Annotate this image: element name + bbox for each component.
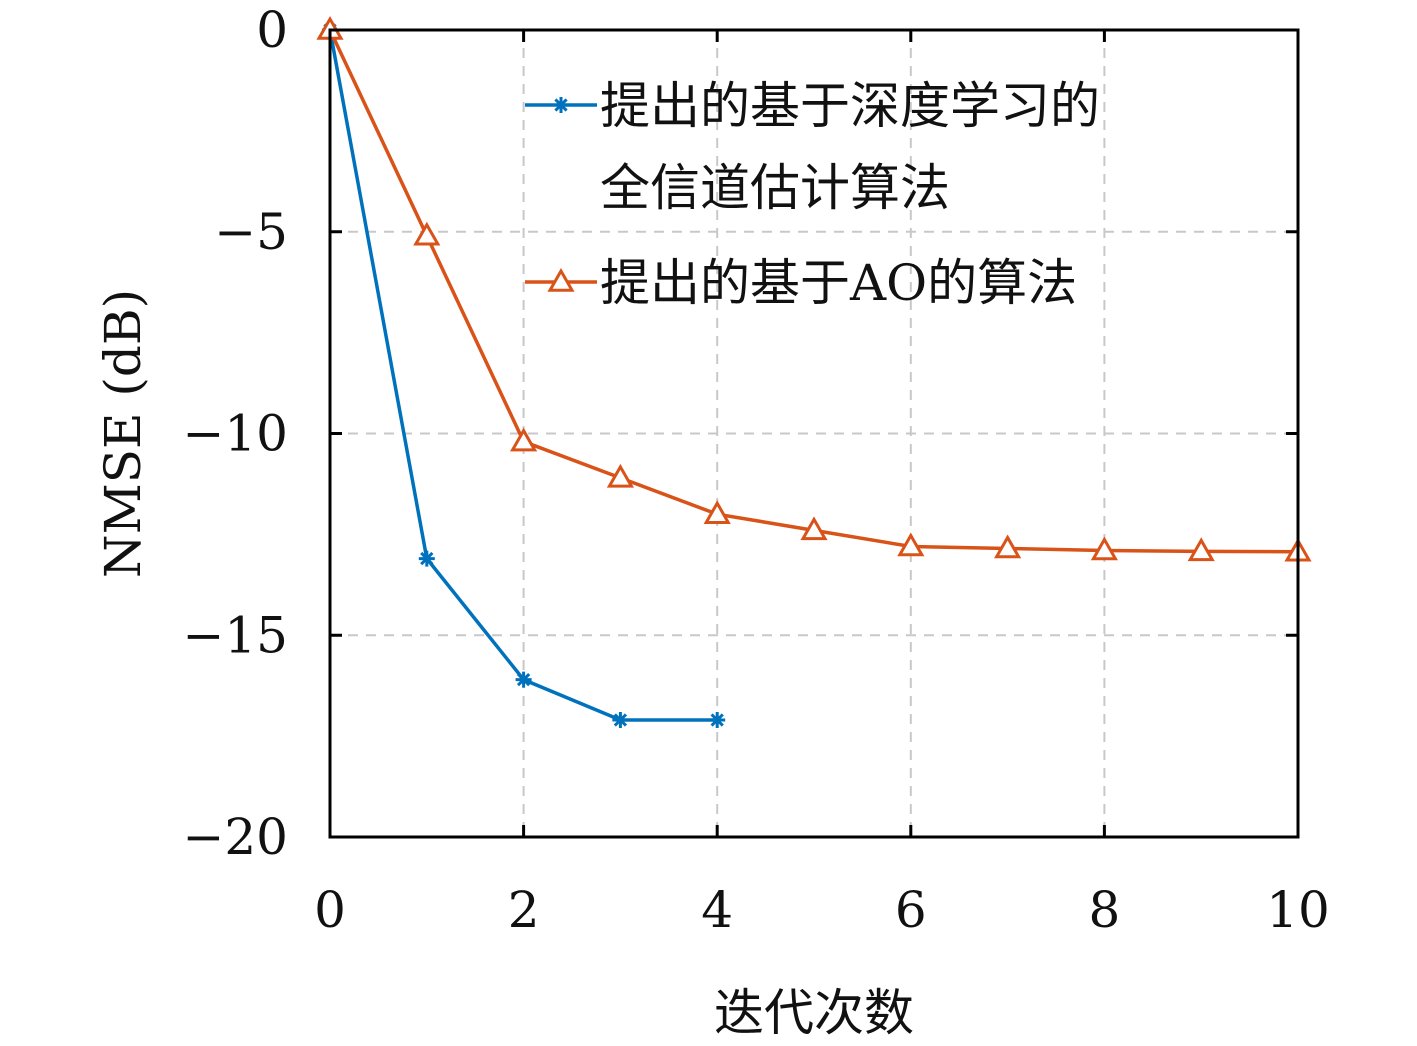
asterisk-marker xyxy=(553,97,569,113)
triangle-marker xyxy=(994,534,1022,559)
triangle-marker xyxy=(897,532,925,557)
triangle-marker xyxy=(1090,536,1118,561)
x-tick-label: 10 xyxy=(1266,881,1330,939)
x-tick-label: 4 xyxy=(701,881,733,939)
tick-layer: 0 2 4 6 8 10 0 −5 −10 −15 −20 xyxy=(182,1,1329,939)
series-2 xyxy=(316,15,1312,562)
asterisk-marker xyxy=(515,671,532,688)
series-layer xyxy=(316,15,1312,728)
x-tick-label: 2 xyxy=(508,881,540,939)
asterisk-stroke xyxy=(516,672,531,687)
y-tick-label: −20 xyxy=(182,808,288,866)
asterisk-stroke xyxy=(710,713,724,727)
y-tick-label: −15 xyxy=(182,606,288,664)
x-tick-label: 0 xyxy=(314,881,346,939)
x-tick-label: 6 xyxy=(895,881,927,939)
asterisk-marker xyxy=(418,550,435,567)
y-tick-label: 0 xyxy=(256,1,288,59)
y-tick-label: −10 xyxy=(182,405,288,463)
asterisk-marker xyxy=(612,711,629,728)
triangle-marker xyxy=(547,267,575,292)
y-axis-label: NMSE (dB) xyxy=(94,289,152,578)
triangle-marker xyxy=(606,463,634,488)
y-tick-label: −5 xyxy=(214,203,288,261)
legend-label: 提出的基于深度学习的 xyxy=(600,77,1100,135)
triangle-marker xyxy=(800,516,828,541)
asterisk-stroke xyxy=(554,98,568,112)
triangle-marker xyxy=(703,500,731,524)
legend-entry-2: 提出的基于AO的算法 xyxy=(525,254,1077,312)
triangle-marker xyxy=(510,427,538,452)
grid xyxy=(330,30,1298,837)
triangle-marker xyxy=(1187,537,1215,562)
legend-label: 全信道估计算法 xyxy=(600,159,950,217)
asterisk-marker xyxy=(709,711,726,728)
x-tick-label: 8 xyxy=(1088,881,1120,939)
legend-label: 提出的基于AO的算法 xyxy=(600,254,1077,312)
asterisk-stroke xyxy=(420,551,434,566)
asterisk-stroke xyxy=(613,713,628,727)
x-axis-label: 迭代次数 xyxy=(714,984,914,1042)
triangle-marker xyxy=(413,221,441,246)
